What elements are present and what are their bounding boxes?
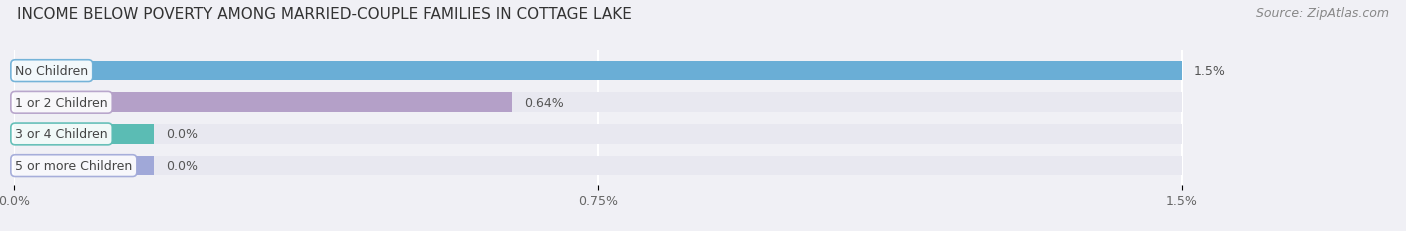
Bar <box>14 93 512 112</box>
Text: 0.0%: 0.0% <box>166 159 198 172</box>
Text: INCOME BELOW POVERTY AMONG MARRIED-COUPLE FAMILIES IN COTTAGE LAKE: INCOME BELOW POVERTY AMONG MARRIED-COUPL… <box>17 7 631 22</box>
Text: 5 or more Children: 5 or more Children <box>15 159 132 172</box>
Bar <box>14 61 1182 81</box>
Text: 1 or 2 Children: 1 or 2 Children <box>15 96 108 109</box>
Bar <box>14 156 155 176</box>
Text: Source: ZipAtlas.com: Source: ZipAtlas.com <box>1256 7 1389 20</box>
Text: No Children: No Children <box>15 65 89 78</box>
Bar <box>14 156 1182 176</box>
Text: 0.0%: 0.0% <box>166 128 198 141</box>
Bar <box>14 93 1182 112</box>
Text: 3 or 4 Children: 3 or 4 Children <box>15 128 108 141</box>
Text: 1.5%: 1.5% <box>1194 65 1225 78</box>
Bar <box>14 125 1182 144</box>
Text: 0.64%: 0.64% <box>524 96 564 109</box>
Bar <box>14 125 155 144</box>
Bar <box>14 61 1182 81</box>
